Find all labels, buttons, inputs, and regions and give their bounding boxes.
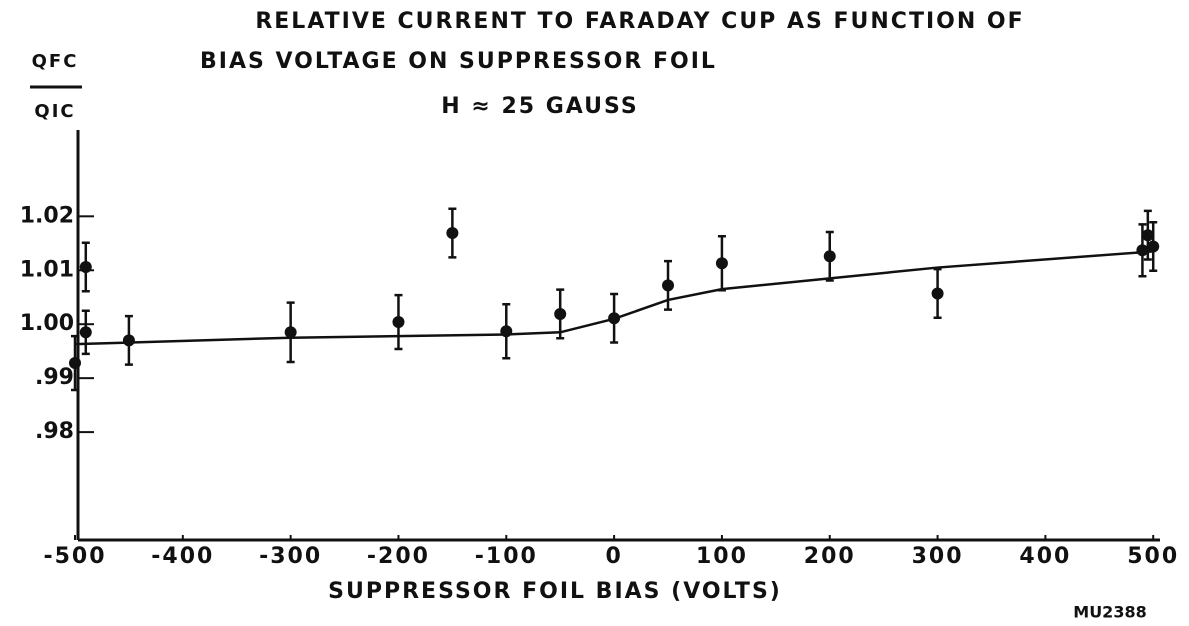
data-point (122, 334, 135, 347)
annotation: H ≈ 25 GAUSS (441, 94, 638, 119)
data-point (446, 227, 459, 240)
y-tick-label: .99 (35, 365, 74, 390)
data-point (392, 316, 405, 329)
data-point (1141, 229, 1154, 242)
data-point (823, 250, 836, 263)
y-tick-label: 1.02 (20, 203, 74, 228)
x-tick-label: -200 (367, 544, 430, 569)
y-tick-label: 1.01 (20, 257, 74, 282)
x-tick-label: 400 (1019, 544, 1071, 569)
x-tick-label: 0 (605, 544, 622, 569)
data-point (284, 326, 297, 339)
x-tick-label: -500 (43, 544, 106, 569)
data-point (79, 326, 92, 339)
data-point (715, 257, 728, 270)
x-tick-label: -100 (475, 544, 538, 569)
x-axis-label: SUPPRESSOR FOIL BIAS (VOLTS) (328, 579, 782, 604)
data-point (608, 312, 621, 325)
x-tick-label: -300 (259, 544, 322, 569)
x-tick-label: 100 (696, 544, 748, 569)
x-tick-label: -400 (151, 544, 214, 569)
data-point (500, 325, 513, 338)
chart-subtitle: BIAS VOLTAGE ON SUPPRESSOR FOIL (200, 49, 717, 74)
data-point (931, 287, 944, 300)
x-tick-label: 200 (804, 544, 856, 569)
data-point (69, 357, 81, 370)
x-tick-label: 300 (912, 544, 964, 569)
y-label-denominator: QIC (34, 101, 75, 122)
data-point (1136, 244, 1149, 257)
data-point (662, 279, 675, 292)
data-point (554, 307, 567, 320)
y-tick-label: 1.00 (20, 311, 74, 336)
data-point (1147, 240, 1160, 253)
y-label-numerator: QFC (32, 51, 79, 72)
chart-title: RELATIVE CURRENT TO FARADAY CUP AS FUNCT… (255, 9, 1024, 34)
y-tick-label: .98 (35, 419, 74, 444)
data-point (79, 261, 92, 274)
x-tick-label: 500 (1127, 544, 1179, 569)
figure-id: MU2388 (1073, 603, 1146, 622)
